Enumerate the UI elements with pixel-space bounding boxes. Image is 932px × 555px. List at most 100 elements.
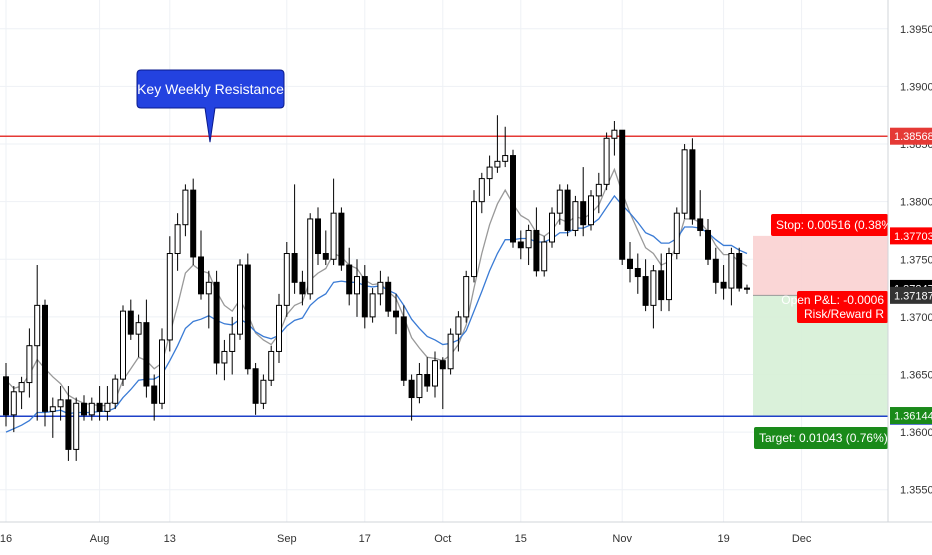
candle-bull bbox=[432, 360, 438, 387]
candle-bear bbox=[439, 360, 446, 370]
candle-bear bbox=[533, 229, 540, 272]
y-tick-label: 1.36500 bbox=[900, 370, 932, 382]
pnl-label-bg bbox=[797, 291, 888, 323]
candle-bear bbox=[736, 253, 743, 289]
candle-bull bbox=[463, 276, 470, 318]
candle-bull bbox=[112, 378, 119, 404]
candle-bull bbox=[120, 310, 126, 380]
candle-bear bbox=[143, 322, 150, 387]
candle-bull bbox=[525, 229, 532, 249]
candle-bull bbox=[135, 322, 142, 335]
price-badge bbox=[890, 407, 932, 425]
candle-bull bbox=[611, 129, 618, 139]
stop-label-bg bbox=[771, 214, 888, 236]
candle-bull bbox=[174, 224, 181, 255]
candle-bear bbox=[244, 264, 251, 370]
candle-bull bbox=[330, 212, 337, 260]
candle-bull bbox=[205, 281, 212, 295]
candle-bear bbox=[213, 281, 220, 364]
candle-bear bbox=[424, 374, 431, 387]
pnl-label-text: Risk/Reward R bbox=[804, 307, 884, 321]
x-tick-label: Aug bbox=[90, 533, 110, 545]
candle-bear bbox=[198, 256, 204, 295]
candle-bear bbox=[322, 253, 329, 260]
candle-bear bbox=[642, 276, 649, 306]
candle-bear bbox=[346, 264, 353, 295]
candle-bull bbox=[728, 253, 735, 289]
candle-bull bbox=[49, 406, 56, 412]
candle-bull bbox=[354, 276, 360, 295]
candle-bull bbox=[18, 382, 25, 393]
candle-bull bbox=[650, 270, 657, 306]
candle-bear bbox=[65, 399, 72, 450]
candle-bull bbox=[104, 402, 111, 412]
x-tick-label: 15 bbox=[515, 533, 527, 545]
candle-bull bbox=[556, 189, 563, 214]
candle-bull bbox=[268, 350, 275, 381]
stop-zone bbox=[753, 235, 888, 296]
x-tick-label: 16 bbox=[0, 533, 12, 545]
y-tick-label: 1.39500 bbox=[900, 24, 932, 36]
candle-bull bbox=[237, 264, 243, 335]
candle-bull bbox=[455, 316, 462, 335]
candle-bull bbox=[73, 402, 80, 450]
candle-bull bbox=[588, 195, 594, 226]
candle-bull bbox=[26, 345, 33, 384]
candle-bear bbox=[658, 270, 665, 301]
candle-bear bbox=[689, 149, 696, 220]
candle-bear bbox=[393, 310, 399, 318]
x-tick-label: Nov bbox=[612, 533, 632, 545]
candle-bull bbox=[283, 253, 290, 306]
y-tick-label: 1.35500 bbox=[900, 485, 932, 497]
candle-bull bbox=[182, 189, 189, 226]
candle-bull bbox=[494, 160, 501, 168]
candle-bear bbox=[744, 287, 750, 290]
price-badge-text: 1.37703 bbox=[894, 231, 932, 243]
candle-bull bbox=[486, 166, 493, 180]
candle-bear bbox=[510, 155, 516, 243]
price-badge-text: 1.38568 bbox=[894, 131, 932, 143]
candle-bull bbox=[369, 293, 376, 318]
candle-bear bbox=[81, 402, 87, 416]
candle-bull bbox=[471, 201, 477, 278]
x-tick-label: Dec bbox=[792, 533, 812, 545]
candle-bull bbox=[34, 304, 41, 347]
candle-bear bbox=[385, 281, 392, 312]
candle-bear bbox=[252, 368, 259, 404]
callout-text: Key Weekly Resistance bbox=[137, 81, 284, 97]
candle-bull bbox=[673, 212, 680, 255]
candle-bull bbox=[377, 281, 384, 295]
x-tick-label: Sep bbox=[277, 533, 297, 545]
candle-bull bbox=[221, 350, 228, 364]
price-badge bbox=[890, 227, 932, 245]
candle-bull bbox=[229, 333, 236, 352]
candle-bear bbox=[564, 189, 571, 231]
candle-bull bbox=[502, 155, 509, 162]
price-badge bbox=[890, 286, 932, 304]
candle-bull bbox=[57, 399, 64, 408]
candle-bull bbox=[276, 304, 282, 352]
candle-bull bbox=[595, 183, 602, 197]
target-label-bg bbox=[754, 427, 888, 449]
pnl-label-text: Open P&L: -0.0006 bbox=[781, 293, 884, 307]
moving-average-1 bbox=[5, 167, 748, 407]
candle-bear bbox=[315, 218, 321, 255]
candle-bull bbox=[159, 339, 165, 404]
candle-bear bbox=[517, 241, 524, 249]
candle-bull bbox=[447, 333, 454, 370]
candle-bear bbox=[408, 379, 415, 399]
candle-bear bbox=[712, 258, 719, 283]
x-tick-label: 19 bbox=[717, 533, 729, 545]
candle-bear bbox=[580, 201, 587, 226]
candle-bull bbox=[541, 241, 548, 272]
candle-bull bbox=[307, 218, 314, 295]
candle-bear bbox=[627, 258, 633, 269]
x-tick-label: 13 bbox=[164, 533, 176, 545]
price-badge bbox=[890, 127, 932, 145]
candle-bear bbox=[619, 129, 626, 260]
candle-bear bbox=[3, 376, 9, 416]
candle-bear bbox=[96, 402, 103, 412]
candle-bear bbox=[697, 218, 704, 231]
candle-bull bbox=[603, 137, 610, 185]
